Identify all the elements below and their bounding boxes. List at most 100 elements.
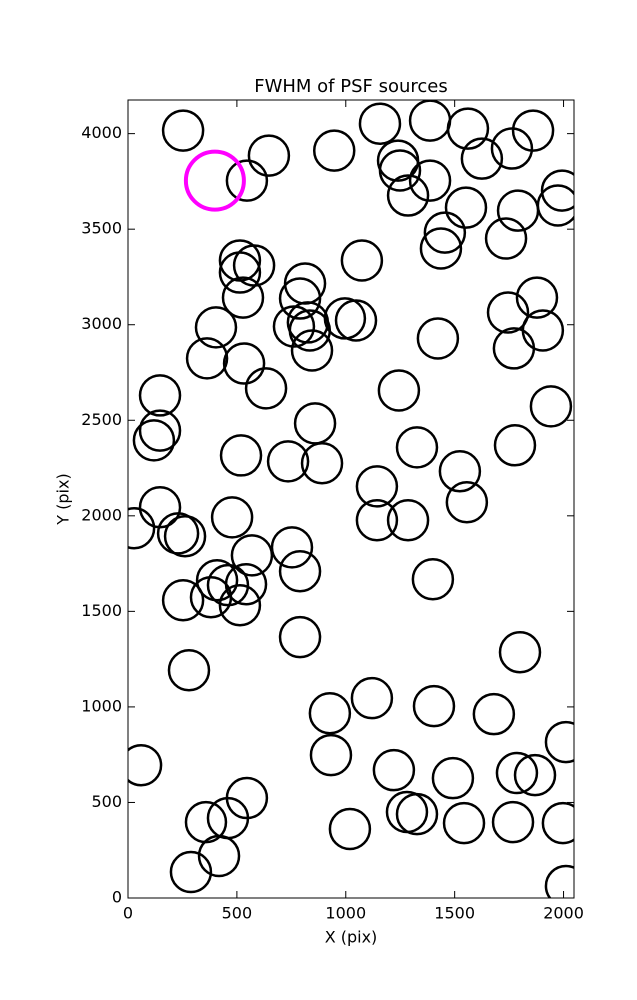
psf-source	[189, 575, 233, 619]
psf-source	[218, 583, 262, 627]
x-tick-label: 500	[222, 904, 253, 923]
chart-title: FWHM of PSF sources	[254, 76, 448, 97]
psf-source	[169, 850, 213, 894]
psf-source	[312, 129, 356, 172]
psf-source	[416, 317, 460, 360]
psf-source	[438, 450, 482, 493]
psf-source	[185, 337, 229, 380]
psf-source	[529, 385, 573, 428]
psf-source	[290, 329, 334, 372]
psf-source	[544, 864, 574, 898]
psf-source	[412, 684, 456, 728]
psf-source	[278, 549, 322, 593]
psf-source	[386, 174, 430, 217]
psf-source	[372, 748, 416, 792]
psf-source	[340, 239, 384, 282]
psf-source	[445, 480, 489, 524]
y-tick-label: 500	[91, 792, 122, 811]
psf-source	[498, 631, 542, 674]
psf-source	[221, 276, 265, 319]
psf-source	[138, 409, 182, 452]
x-tick-label: 2000	[543, 904, 584, 923]
psf-source	[270, 526, 314, 569]
y-tick-label: 2500	[81, 410, 122, 429]
psf-source	[334, 299, 378, 342]
psf-source	[355, 498, 399, 542]
psf-source	[444, 186, 488, 229]
highlight-source	[183, 149, 246, 212]
psf-source	[484, 217, 528, 260]
y-tick-label: 4000	[81, 123, 122, 142]
psf-source	[540, 169, 574, 212]
psf-source	[222, 342, 266, 385]
psf-source	[194, 306, 238, 349]
psf-source	[493, 424, 537, 467]
psf-source	[293, 402, 337, 445]
psf-source	[161, 109, 205, 152]
y-tick-label: 3000	[81, 314, 122, 333]
x-tick-label: 0	[123, 904, 133, 923]
psf-source	[544, 720, 574, 764]
psf-source	[156, 512, 200, 555]
psf-source	[419, 227, 463, 270]
plot-area	[128, 100, 574, 898]
psf-source	[128, 506, 156, 550]
psf-source	[395, 426, 439, 469]
y-tick-label: 0	[112, 888, 122, 907]
psf-source	[167, 648, 211, 692]
x-tick-label: 1000	[325, 904, 366, 923]
psf-source	[495, 751, 539, 795]
psf-source	[536, 184, 574, 227]
psf-source	[244, 367, 288, 410]
psf-source	[377, 369, 421, 412]
y-axis-label: Y (pix)	[54, 473, 73, 525]
psf-source	[163, 515, 207, 558]
psf-source	[355, 465, 399, 508]
psf-source	[446, 107, 490, 150]
psf-source	[308, 691, 352, 735]
psf-source	[486, 291, 530, 334]
psf-source	[230, 534, 274, 577]
psf-source	[247, 134, 291, 177]
psf-source	[225, 159, 269, 202]
psf-source	[442, 801, 486, 845]
psf-source	[395, 792, 439, 836]
psf-source	[515, 276, 559, 319]
psf-source	[328, 807, 372, 851]
psf-source	[266, 440, 310, 483]
psf-source	[358, 102, 402, 145]
psf-source	[491, 800, 535, 844]
psf-source	[219, 434, 263, 477]
psf-source	[278, 277, 322, 320]
psf-source	[286, 301, 330, 344]
plot-frame	[127, 99, 575, 899]
y-tick-label: 1000	[81, 696, 122, 715]
psf-source	[210, 496, 254, 539]
psf-source	[386, 498, 430, 542]
psf-source	[195, 558, 239, 602]
psf-source	[378, 149, 422, 192]
psf-source	[513, 753, 557, 797]
psf-source	[138, 485, 182, 529]
psf-source	[128, 743, 163, 787]
psf-source	[408, 100, 452, 142]
psf-source	[411, 558, 455, 601]
psf-source	[161, 579, 205, 622]
psf-source	[431, 756, 475, 800]
psf-source	[541, 801, 574, 845]
psf-source	[218, 251, 262, 294]
psf-source	[460, 137, 504, 180]
psf-source	[309, 733, 353, 777]
psf-source	[492, 327, 536, 370]
psf-source	[132, 419, 176, 462]
psf-source	[490, 127, 534, 170]
x-tick-label: 1500	[434, 904, 475, 923]
psf-source	[300, 442, 344, 485]
y-tick-label: 1500	[81, 601, 122, 620]
psf-source	[197, 834, 241, 878]
psf-source	[423, 211, 467, 254]
psf-source	[138, 374, 182, 417]
y-tick-label: 2000	[81, 505, 122, 524]
psf-source	[472, 692, 516, 736]
